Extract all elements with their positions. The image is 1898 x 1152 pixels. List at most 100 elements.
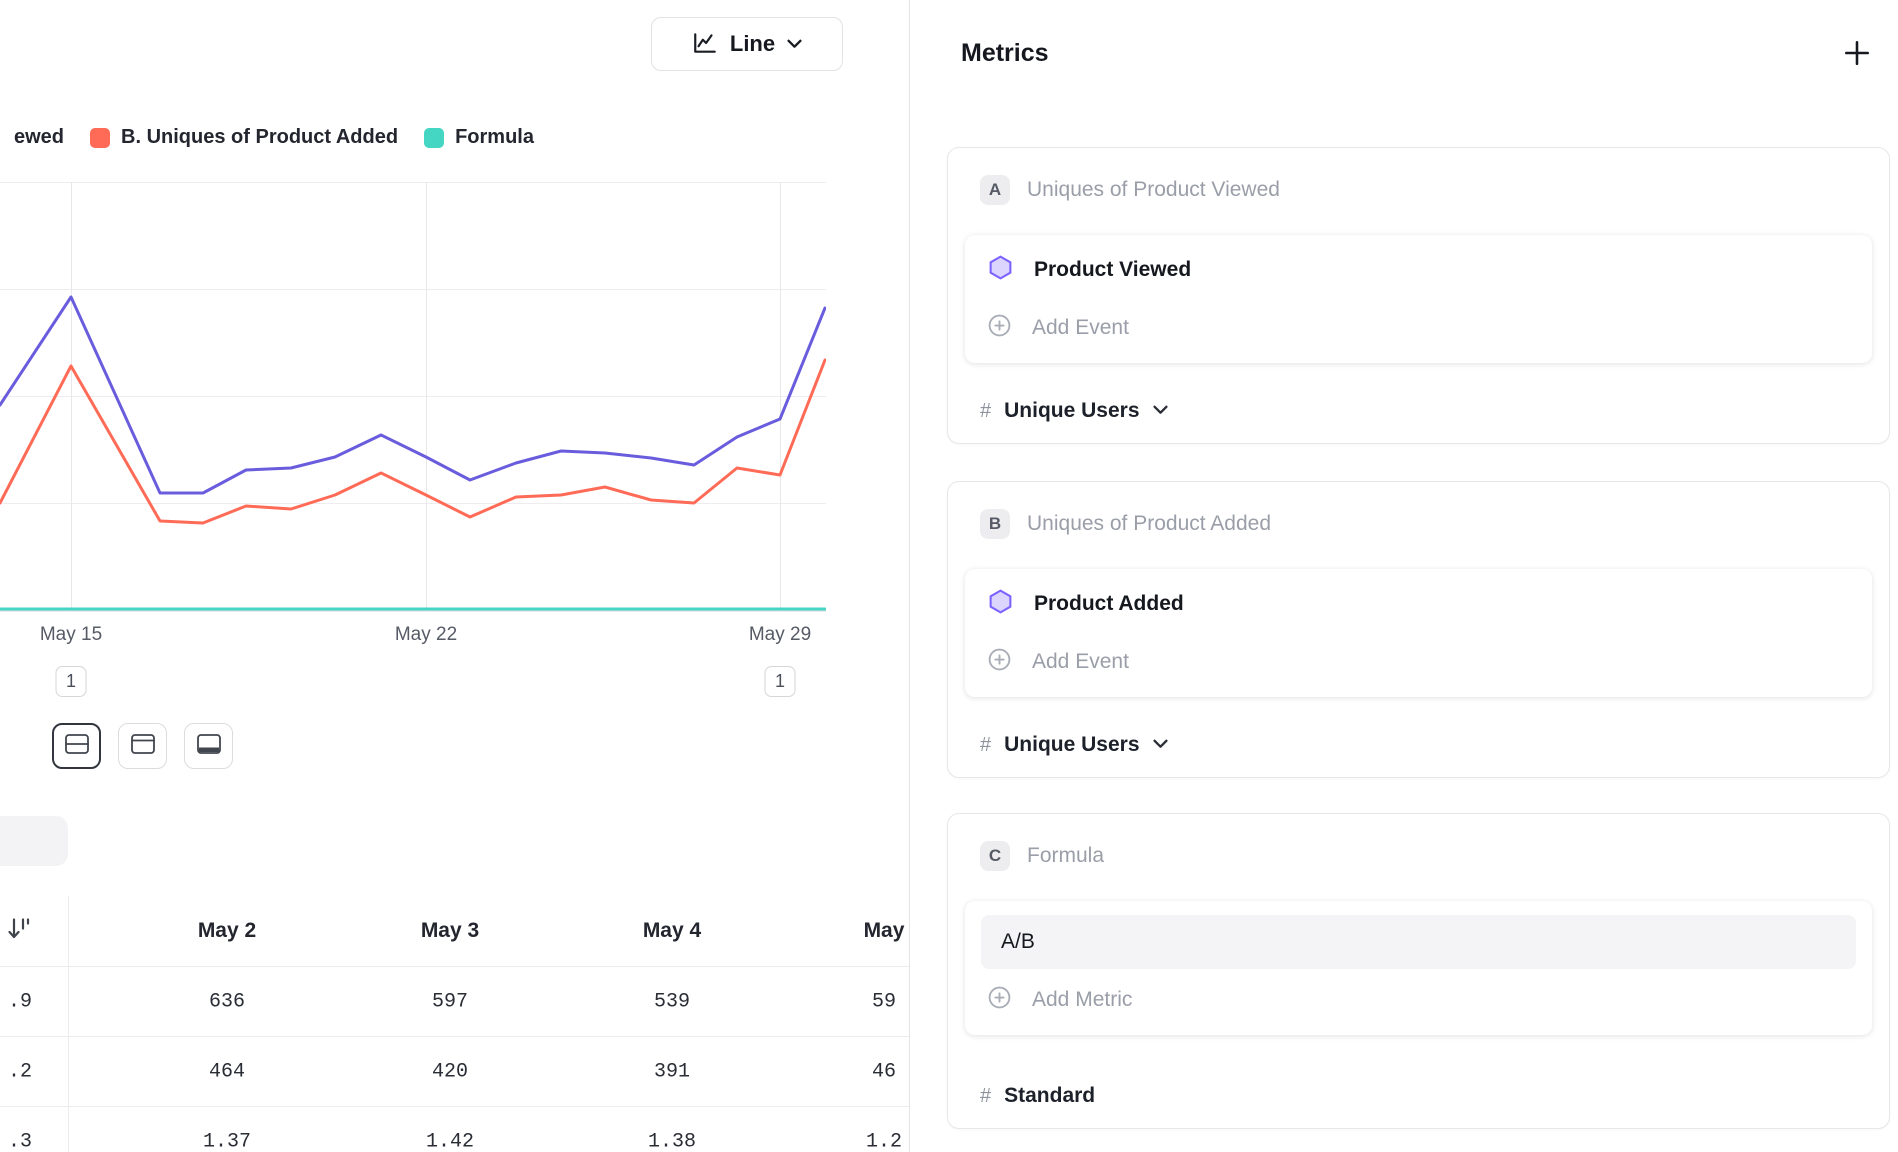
layout-top-panel-button[interactable] [118, 723, 167, 769]
metrics-panel: Metrics A Uniques of Product Viewed Prod… [911, 0, 1898, 1152]
legend-item-a-partial[interactable]: ewed [14, 126, 64, 149]
formula-input[interactable]: A/B [981, 915, 1856, 969]
breakdown-table: May 2 May 3 May 4 May .9 636 597 539 59 … [0, 896, 909, 1152]
layout-split-rows-button[interactable] [52, 723, 101, 769]
x-tick-may15: May 15 [39, 624, 103, 645]
add-metric-button[interactable]: Add Metric [965, 971, 1872, 1029]
table-cell: 46 [871, 1060, 896, 1083]
metric-card-b: B Uniques of Product Added Product Added… [947, 481, 1890, 778]
layout-toggle-group [52, 723, 233, 769]
chevron-down-icon [1152, 402, 1168, 420]
chevron-down-icon [787, 37, 802, 52]
metric-title: Uniques of Product Added [1027, 512, 1272, 535]
table-cell: 597 [431, 990, 468, 1013]
series-b-line [0, 358, 826, 525]
frozen-column-divider [68, 896, 69, 1152]
table-cell: 1.38 [647, 1130, 696, 1152]
metric-card-header: A Uniques of Product Viewed [948, 148, 1889, 205]
measure-standard[interactable]: # Standard [980, 1084, 1095, 1108]
table-header-row: May 2 May 3 May 4 May [0, 896, 909, 967]
table-cell: 1.37 [202, 1130, 251, 1152]
metric-badge: B [980, 509, 1010, 539]
add-event-button[interactable]: Add Event [965, 299, 1872, 357]
column-header[interactable]: May 3 [420, 919, 480, 942]
metric-card-formula: C Formula A/B Add Metric # Standard [947, 813, 1890, 1129]
legend-label: ewed [14, 126, 65, 148]
hexagon-icon [987, 588, 1014, 620]
column-header[interactable]: May 2 [197, 919, 257, 942]
plus-circle-icon [987, 313, 1012, 343]
series-a-line [0, 295, 826, 495]
add-metric-plus-button[interactable] [1842, 38, 1872, 68]
hexagon-icon [987, 254, 1014, 286]
hash-icon: # [980, 1084, 992, 1107]
event-row-product-viewed[interactable]: Product Viewed [965, 241, 1872, 299]
formula-card: A/B Add Metric [965, 901, 1872, 1035]
metric-title: Uniques of Product Viewed [1027, 178, 1280, 201]
metric-card-a: A Uniques of Product Viewed Product View… [947, 147, 1890, 444]
annotation-badge[interactable]: 1 [764, 666, 796, 697]
event-list-card: Product Viewed Add Event [965, 235, 1872, 363]
chevron-down-icon [1152, 736, 1168, 754]
table-cell: 391 [653, 1060, 690, 1083]
legend-item-b[interactable]: B. Uniques of Product Added [90, 126, 398, 149]
column-header[interactable]: May [863, 919, 905, 942]
chart-type-label: Line [729, 31, 776, 56]
table-cell: 464 [208, 1060, 245, 1083]
measure-dropdown[interactable]: # Unique Users [980, 733, 1168, 757]
legend-label: Formula [455, 126, 534, 148]
event-row-product-added[interactable]: Product Added [965, 575, 1872, 633]
table-row: .3 1.37 1.42 1.38 1.2 [0, 1107, 909, 1152]
table-cell: 420 [431, 1060, 468, 1083]
metric-badge: A [980, 175, 1010, 205]
hash-icon: # [980, 733, 992, 756]
table-row: .9 636 597 539 59 [0, 967, 909, 1037]
legend-label: B. Uniques of Product Added [121, 126, 399, 148]
legend-swatch-formula [424, 127, 445, 148]
clipped-chip[interactable] [0, 816, 68, 866]
metric-badge: C [980, 841, 1010, 871]
add-event-label: Add Event [1032, 316, 1129, 339]
panel-title: Metrics [961, 38, 1049, 67]
table-cell: 636 [208, 990, 245, 1013]
bottom-panel-icon [196, 733, 221, 759]
column-header[interactable]: May 4 [642, 919, 702, 942]
frozen-value: .3 [7, 1130, 32, 1152]
sort-descending-icon[interactable] [6, 916, 32, 947]
line-chart-canvas[interactable] [0, 182, 826, 612]
chart-legend: ewed B. Uniques of Product Added Formula [14, 126, 534, 149]
measure-dropdown[interactable]: # Unique Users [980, 399, 1168, 423]
layout-bottom-panel-button[interactable] [184, 723, 233, 769]
hash-icon: # [980, 399, 992, 422]
plus-circle-icon [987, 985, 1012, 1015]
metrics-panel-header: Metrics [961, 38, 1872, 68]
legend-swatch-b [90, 127, 111, 148]
measure-label: Unique Users [1004, 733, 1140, 756]
x-tick-may22: May 22 [394, 624, 458, 645]
event-name: Product Viewed [1034, 258, 1192, 281]
table-cell: 1.2 [865, 1130, 902, 1152]
metric-card-header: B Uniques of Product Added [948, 482, 1889, 539]
table-cell: 539 [653, 990, 690, 1013]
event-list-card: Product Added Add Event [965, 569, 1872, 697]
legend-item-formula[interactable]: Formula [424, 126, 534, 149]
measure-label: Unique Users [1004, 399, 1140, 422]
top-panel-icon [130, 733, 155, 759]
split-rows-icon [64, 733, 89, 759]
chart-type-dropdown[interactable]: Line [651, 17, 843, 71]
chart-pane: Line ewed B. Uniques of Product Added Fo… [0, 0, 910, 1152]
add-metric-label: Add Metric [1032, 988, 1133, 1011]
add-event-label: Add Event [1032, 650, 1129, 673]
table-cell: 59 [871, 990, 896, 1013]
annotation-badge[interactable]: 1 [55, 666, 87, 697]
line-chart-icon [692, 30, 718, 59]
measure-label: Standard [1004, 1084, 1096, 1107]
metric-title: Formula [1027, 844, 1105, 867]
x-tick-may29: May 29 [748, 624, 812, 645]
table-row: .2 464 420 391 46 [0, 1037, 909, 1107]
add-event-button[interactable]: Add Event [965, 633, 1872, 691]
event-name: Product Added [1034, 592, 1184, 615]
metric-card-header: C Formula [948, 814, 1889, 871]
table-cell: 1.42 [425, 1130, 474, 1152]
